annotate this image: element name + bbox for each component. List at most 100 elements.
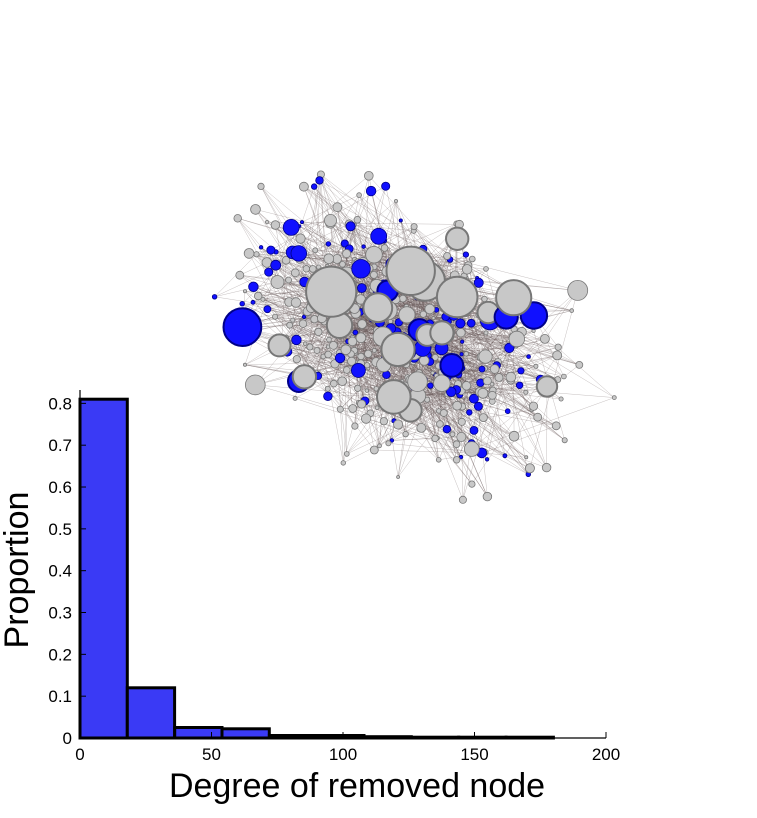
network-node-gray xyxy=(250,204,261,215)
network-node-gray xyxy=(508,430,520,442)
network-node-gray xyxy=(376,379,412,415)
network-node-gray xyxy=(292,355,301,364)
x-tick-label: 150 xyxy=(460,745,488,764)
y-tick-label: 0.7 xyxy=(48,436,72,455)
network-node-gray xyxy=(343,451,350,457)
network-node-blue xyxy=(263,305,272,314)
network-node-gray xyxy=(242,289,247,294)
network-node-gray xyxy=(541,462,552,473)
network-node-gray xyxy=(310,315,319,324)
network-node-blue xyxy=(315,176,324,185)
network-node-gray xyxy=(495,279,533,317)
network-node-gray xyxy=(468,480,476,488)
network-node-gray xyxy=(419,355,430,366)
network-node-gray xyxy=(371,347,377,353)
network-node-blue xyxy=(239,301,245,307)
network-node-gray xyxy=(356,192,362,198)
network-node-blue xyxy=(282,218,300,236)
network-node-blue xyxy=(473,401,483,411)
histogram-bar-0 xyxy=(78,397,129,740)
network-node-blue xyxy=(345,221,356,232)
network-node-gray xyxy=(487,390,497,400)
network-node-gray xyxy=(286,321,294,329)
network-node-gray xyxy=(292,395,298,401)
y-axis-ticks: 0 0.1 0.2 0.3 0.4 0.5 0.6 0.7 0.8 xyxy=(48,394,86,748)
network-node-gray xyxy=(380,244,389,252)
network-node-gray xyxy=(303,341,308,346)
network-node-blue xyxy=(515,381,524,389)
network-node-gray xyxy=(326,336,332,343)
network-node-gray xyxy=(611,395,617,401)
network-node-gray xyxy=(264,220,270,225)
network-node-gray xyxy=(524,455,529,460)
network-node-gray xyxy=(243,248,255,259)
x-axis-label: Degree of removed node xyxy=(169,767,545,805)
network-node-blue xyxy=(466,318,476,328)
network-node-blue xyxy=(460,339,465,344)
network-node-gray xyxy=(339,260,346,268)
network-node-gray xyxy=(393,419,404,430)
network-node-blue xyxy=(291,334,302,346)
network-node-gray xyxy=(533,363,539,369)
network-node-gray xyxy=(379,417,388,426)
network-node-gray xyxy=(505,371,517,383)
network-node-gray xyxy=(445,226,470,252)
network-node-gray xyxy=(308,265,317,273)
network-node-gray xyxy=(419,310,427,318)
network-node-blue xyxy=(248,281,259,293)
network-node-gray xyxy=(260,296,266,302)
network-node-gray xyxy=(431,434,439,443)
network-node-gray xyxy=(494,373,504,382)
network-node-blue xyxy=(351,259,371,279)
network-node-gray xyxy=(253,251,260,258)
network-node-gray xyxy=(377,443,382,449)
y-tick-label: 0.1 xyxy=(48,687,72,706)
network-node-gray xyxy=(357,399,367,409)
network-node-blue xyxy=(484,457,490,462)
y-tick-label: 0.8 xyxy=(48,394,72,413)
network-node-gray xyxy=(431,316,436,321)
network-node-blue xyxy=(468,393,479,404)
network-node-blue xyxy=(264,267,274,277)
network-node-gray xyxy=(235,270,245,280)
network-node-gray xyxy=(452,400,462,411)
network-node-gray xyxy=(416,422,427,433)
network-node-gray xyxy=(281,255,291,265)
network-node-blue xyxy=(446,386,457,398)
network-node-gray xyxy=(561,437,568,444)
network-node-gray xyxy=(347,356,357,366)
y-tick-label: 0.5 xyxy=(48,520,72,539)
network-node-gray xyxy=(457,417,466,426)
x-axis-ticks: 0 50 100 150 200 xyxy=(75,732,620,764)
network-node-gray xyxy=(306,343,314,351)
network-node-gray xyxy=(551,421,561,431)
network-node-blue xyxy=(211,294,218,300)
network-node-blue xyxy=(439,353,465,378)
network-node-blue xyxy=(478,365,486,373)
network-node-gray xyxy=(531,328,536,333)
network-node-blue xyxy=(340,239,349,248)
network-node-gray xyxy=(254,291,263,301)
network-node-gray xyxy=(385,245,436,296)
network-node-blue xyxy=(469,425,479,435)
x-tick-label: 200 xyxy=(592,745,620,764)
histogram: 0 50 100 150 200 0 0.1 0.2 0.3 0.4 0.5 0.6 0.7 0.8 D… xyxy=(0,390,620,805)
network-node-gray xyxy=(396,475,401,479)
network-node-gray xyxy=(233,214,242,223)
network-node-gray xyxy=(342,249,352,259)
network-node-gray xyxy=(355,332,367,344)
network-node-gray xyxy=(270,275,285,289)
network-node-gray xyxy=(351,422,359,430)
network-node-blue xyxy=(466,409,473,416)
network-node-gray xyxy=(380,331,416,368)
network-node-blue xyxy=(356,283,367,294)
y-tick-label: 0 xyxy=(63,729,72,748)
network-node-gray xyxy=(302,265,310,273)
network-node-gray xyxy=(295,233,306,244)
histogram-bar-3 xyxy=(220,727,271,740)
network-node-gray xyxy=(360,413,372,424)
network-nodes xyxy=(211,170,617,504)
network-node-gray xyxy=(365,245,383,264)
network-node-blue xyxy=(323,391,333,402)
network-node-blue xyxy=(462,251,469,258)
